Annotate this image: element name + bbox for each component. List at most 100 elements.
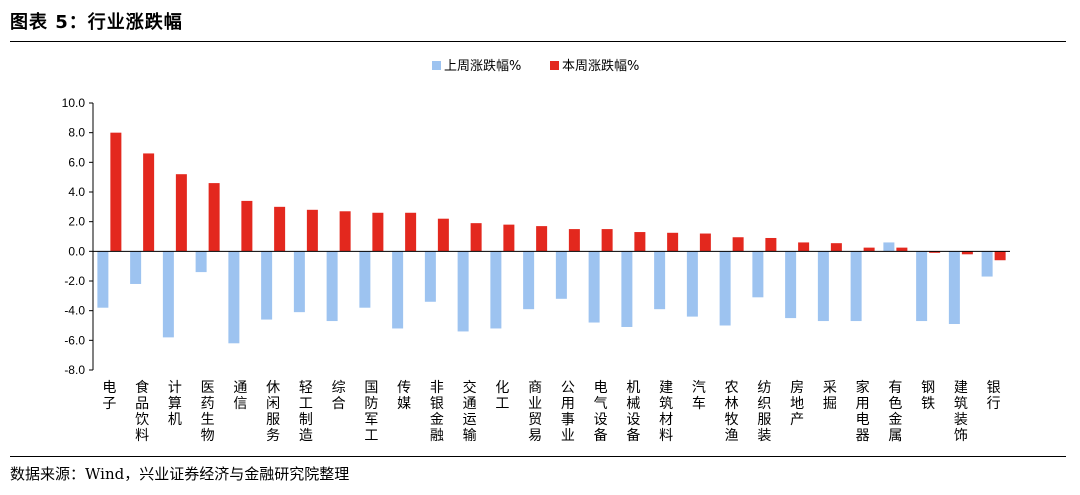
bar-last-week xyxy=(555,251,567,299)
bar-last-week xyxy=(523,251,535,310)
bar-this-week xyxy=(798,242,810,252)
category-label: 计算机 xyxy=(168,380,182,428)
bar-last-week xyxy=(424,251,436,302)
bar-this-week xyxy=(765,237,777,252)
bar-last-week xyxy=(457,251,469,332)
category-label: 传媒 xyxy=(397,380,411,412)
category-label: 钢铁 xyxy=(921,380,935,412)
legend-label-this-week: 本周涨跌幅% xyxy=(562,58,639,74)
bar-this-week xyxy=(306,209,318,252)
bar-this-week xyxy=(699,233,711,252)
y-tick-label: 4.0 xyxy=(68,185,85,199)
category-label: 交通运输 xyxy=(463,379,477,444)
category-label: 休闲服务 xyxy=(266,380,280,444)
bar-this-week xyxy=(536,226,548,252)
category-label: 建筑材料 xyxy=(659,380,673,444)
bar-last-week xyxy=(916,251,928,322)
y-tick-label: 6.0 xyxy=(68,155,85,169)
bar-last-week xyxy=(981,251,993,277)
category-label: 农林牧渔 xyxy=(725,380,739,444)
category-label: 医药生物 xyxy=(201,380,215,444)
figure-title: 图表 5：行业涨跌幅 xyxy=(10,12,183,33)
category-label: 建筑装饰 xyxy=(954,380,968,444)
bar-last-week xyxy=(719,251,731,326)
category-label: 综合 xyxy=(332,380,346,412)
bar-this-week xyxy=(274,206,286,252)
bar-last-week xyxy=(621,251,633,327)
bar-this-week xyxy=(667,232,679,252)
legend-swatch-this-week xyxy=(550,61,559,70)
bar-last-week xyxy=(326,251,338,322)
bar-last-week xyxy=(261,251,273,320)
bar-this-week xyxy=(863,247,875,252)
footer-divider xyxy=(10,456,1066,457)
bar-this-week xyxy=(601,229,613,252)
bar-last-week xyxy=(785,251,797,319)
category-label: 商业贸易 xyxy=(528,380,542,444)
bar-this-week xyxy=(110,132,122,252)
bar-this-week xyxy=(437,218,449,252)
bar-this-week xyxy=(143,153,155,252)
source-note: 数据来源：Wind，兴业证券经济与金融研究院整理 xyxy=(10,465,350,483)
bar-this-week xyxy=(732,237,744,252)
bar-last-week xyxy=(97,251,109,308)
bar-this-week xyxy=(208,183,220,252)
category-label: 房地产 xyxy=(790,380,804,428)
category-label: 国防军工 xyxy=(364,380,378,444)
bar-last-week xyxy=(490,251,502,329)
category-label: 纺织服装 xyxy=(757,380,771,444)
bar-this-week xyxy=(568,229,580,252)
category-label: 公用事业 xyxy=(561,380,575,444)
category-label: 通信 xyxy=(233,380,247,412)
legend-label-last-week: 上周涨跌幅% xyxy=(444,58,521,74)
bar-last-week xyxy=(293,251,305,313)
bar-last-week xyxy=(130,251,142,284)
bar-this-week xyxy=(372,212,384,252)
y-tick-label: -6.0 xyxy=(64,333,85,347)
y-tick-label: 10.0 xyxy=(62,96,86,110)
bar-last-week xyxy=(883,242,895,252)
bar-last-week xyxy=(817,251,829,322)
bar-this-week xyxy=(405,212,417,252)
bar-this-week xyxy=(470,223,482,252)
y-tick-label: 0.0 xyxy=(68,244,85,258)
title-divider xyxy=(10,41,1066,42)
bar-last-week xyxy=(162,251,174,338)
category-label: 电子 xyxy=(102,380,116,412)
category-label: 轻工制造 xyxy=(299,380,313,444)
bar-this-week xyxy=(830,243,842,252)
bar-this-week xyxy=(634,232,646,252)
bar-last-week xyxy=(948,251,960,325)
category-label: 化工 xyxy=(495,380,509,412)
bar-last-week xyxy=(850,251,862,322)
category-label: 机械设备 xyxy=(626,380,640,444)
bar-this-week xyxy=(241,200,253,252)
category-label: 家用电器 xyxy=(856,379,870,444)
bar-chart: 10.0 8.0 6.0 4.0 2.0 0.0 -2.0 -4.0 -6.0 -8.0 电子 食品饮… xyxy=(62,58,1010,444)
bar-last-week xyxy=(228,251,240,344)
bar-this-week xyxy=(503,224,515,252)
bar-this-week xyxy=(929,251,941,253)
category-label: 采掘 xyxy=(823,380,837,412)
category-label: 非银金融 xyxy=(430,380,444,444)
category-label: 有色金属 xyxy=(888,380,902,444)
y-tick-label: -4.0 xyxy=(64,304,85,318)
bar-last-week xyxy=(392,251,404,329)
y-tick-label: -8.0 xyxy=(64,363,85,377)
bar-this-week xyxy=(994,251,1006,261)
bar-last-week xyxy=(752,251,764,298)
category-label: 电气设备 xyxy=(594,380,608,444)
legend-swatch-last-week xyxy=(432,61,441,70)
bar-last-week xyxy=(359,251,371,308)
bar-this-week xyxy=(339,211,351,252)
y-tick-label: 8.0 xyxy=(68,126,85,140)
category-label: 食品饮料 xyxy=(135,379,149,444)
bar-last-week xyxy=(654,251,666,310)
bar-last-week xyxy=(686,251,698,317)
bar-last-week xyxy=(588,251,600,323)
y-tick-label: 2.0 xyxy=(68,215,85,229)
bar-this-week xyxy=(896,247,908,252)
category-label: 银行 xyxy=(987,380,1001,412)
y-tick-label: -2.0 xyxy=(64,274,85,288)
bar-this-week xyxy=(961,251,973,255)
